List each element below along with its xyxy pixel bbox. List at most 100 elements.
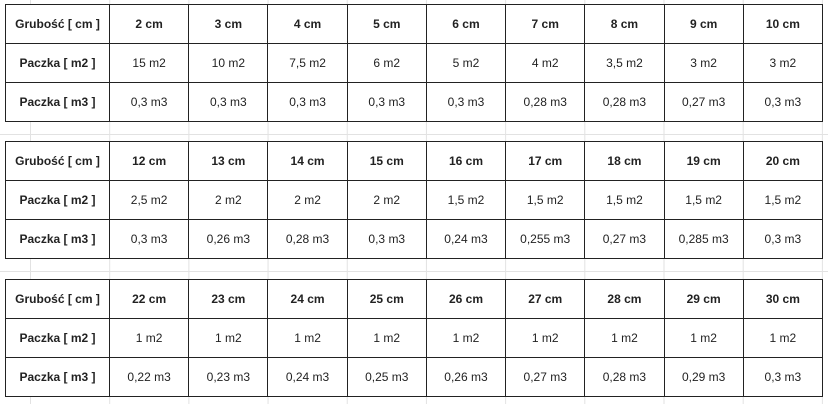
cell: 0,3 m3 [742,219,824,259]
cell: 1,5 m2 [663,180,744,220]
cell: 22 cm [108,279,190,319]
cell: 6 cm [425,4,507,44]
cell: 6 m2 [346,43,427,83]
cell: 0,3 m3 [188,82,269,122]
cell: 3 m2 [742,43,824,83]
m3-row: Paczka [ m3 ] 0,3 m3 0,26 m3 0,28 m3 0,3 m3 0… [5,219,824,259]
cell: 1 m2 [742,318,824,358]
cell: 19 cm [663,141,744,181]
cell: 2,5 m2 [108,180,190,220]
cell: 2 m2 [267,180,348,220]
m2-row: Paczka [ m2 ] 15 m2 10 m2 7,5 m2 6 m2 5 m2 4 m… [5,43,824,83]
cell: 3 cm [188,4,269,44]
cell: 4 cm [267,4,348,44]
cell: 3 m2 [663,43,744,83]
cell: 0,22 m3 [108,357,190,397]
cell: 24 cm [267,279,348,319]
cell: 0,28 m3 [505,82,586,122]
cell: 0,25 m3 [346,357,427,397]
cell: 0,3 m3 [742,357,824,397]
cell: 18 cm [584,141,665,181]
cell: 0,27 m3 [663,82,744,122]
thickness-table: Grubość [ cm ] 22 cm 23 cm 24 cm 25 cm 26 cm 2… [5,279,824,397]
m2-row: Paczka [ m2 ] 1 m2 1 m2 1 m2 1 m2 1 m2 1 m2 1 m… [5,318,824,358]
cell: 10 m2 [188,43,269,83]
cell: 1 m2 [505,318,586,358]
row-label: Grubość [ cm ] [5,141,110,181]
cell: 26 cm [425,279,507,319]
cell: 0,3 m3 [267,82,348,122]
cell: 1 m2 [663,318,744,358]
cell: 27 cm [505,279,586,319]
cell: 1,5 m2 [742,180,824,220]
grid-line [0,134,828,135]
cell: 0,3 m3 [742,82,824,122]
cell: 23 cm [188,279,269,319]
cell: 0,3 m3 [425,82,507,122]
cell: 1 m2 [425,318,507,358]
cell: 25 cm [346,279,427,319]
cell: 12 cm [108,141,190,181]
cell: 0,26 m3 [425,357,507,397]
m3-row: Paczka [ m3 ] 0,22 m3 0,23 m3 0,24 m3 0,25 m… [5,357,824,397]
cell: 0,28 m3 [584,357,665,397]
cell: 0,24 m3 [267,357,348,397]
cell: 0,24 m3 [425,219,507,259]
thickness-table: Grubość [ cm ] 12 cm 13 cm 14 cm 15 cm 16 cm 1… [5,141,824,259]
grid-line [0,271,828,272]
thickness-row: Grubość [ cm ] 2 cm 3 cm 4 cm 5 cm 6 cm 7 cm 8 … [5,4,824,44]
cell: 1,5 m2 [584,180,665,220]
cell: 17 cm [505,141,586,181]
cell: 1,5 m2 [425,180,507,220]
row-label: Grubość [ cm ] [5,279,110,319]
cell: 1 m2 [188,318,269,358]
cell: 2 m2 [346,180,427,220]
cell: 0,29 m3 [663,357,744,397]
cell: 1 m2 [584,318,665,358]
cell: 2 cm [108,4,190,44]
cell: 1 m2 [267,318,348,358]
cell: 0,3 m3 [108,219,190,259]
cell: 0,28 m3 [267,219,348,259]
cell: 0,27 m3 [584,219,665,259]
thickness-row: Grubość [ cm ] 22 cm 23 cm 24 cm 25 cm 26 cm 2… [5,279,824,319]
cell: 1 m2 [108,318,190,358]
cell: 13 cm [188,141,269,181]
row-label: Grubość [ cm ] [5,4,110,44]
cell: 0,255 m3 [505,219,586,259]
cell: 20 cm [742,141,824,181]
cell: 0,285 m3 [663,219,744,259]
cell: 0,26 m3 [188,219,269,259]
cell: 29 cm [663,279,744,319]
cell: 10 cm [742,4,824,44]
m3-row: Paczka [ m3 ] 0,3 m3 0,3 m3 0,3 m3 0,3 m3 0,3… [5,82,824,122]
cell: 9 cm [663,4,744,44]
cell: 14 cm [267,141,348,181]
cell: 0,28 m3 [584,82,665,122]
row-label: Paczka [ m2 ] [5,180,110,220]
cell: 1 m2 [346,318,427,358]
cell: 3,5 m2 [584,43,665,83]
cell: 15 m2 [108,43,190,83]
cell: 0,3 m3 [108,82,190,122]
cell: 0,27 m3 [505,357,586,397]
cell: 0,3 m3 [346,219,427,259]
cell: 5 cm [346,4,427,44]
row-label: Paczka [ m3 ] [5,82,110,122]
row-label: Paczka [ m3 ] [5,357,110,397]
cell: 4 m2 [505,43,586,83]
cell: 0,3 m3 [346,82,427,122]
cell: 1,5 m2 [505,180,586,220]
cell: 16 cm [425,141,507,181]
row-label: Paczka [ m2 ] [5,43,110,83]
cell: 0,23 m3 [188,357,269,397]
cell: 5 m2 [425,43,507,83]
row-label: Paczka [ m2 ] [5,318,110,358]
cell: 15 cm [346,141,427,181]
thickness-table: Grubość [ cm ] 2 cm 3 cm 4 cm 5 cm 6 cm 7 cm 8 … [5,4,824,122]
row-label: Paczka [ m3 ] [5,219,110,259]
cell: 28 cm [584,279,665,319]
thickness-row: Grubość [ cm ] 12 cm 13 cm 14 cm 15 cm 16 cm 1… [5,141,824,181]
cell: 30 cm [742,279,824,319]
cell: 7 cm [505,4,586,44]
